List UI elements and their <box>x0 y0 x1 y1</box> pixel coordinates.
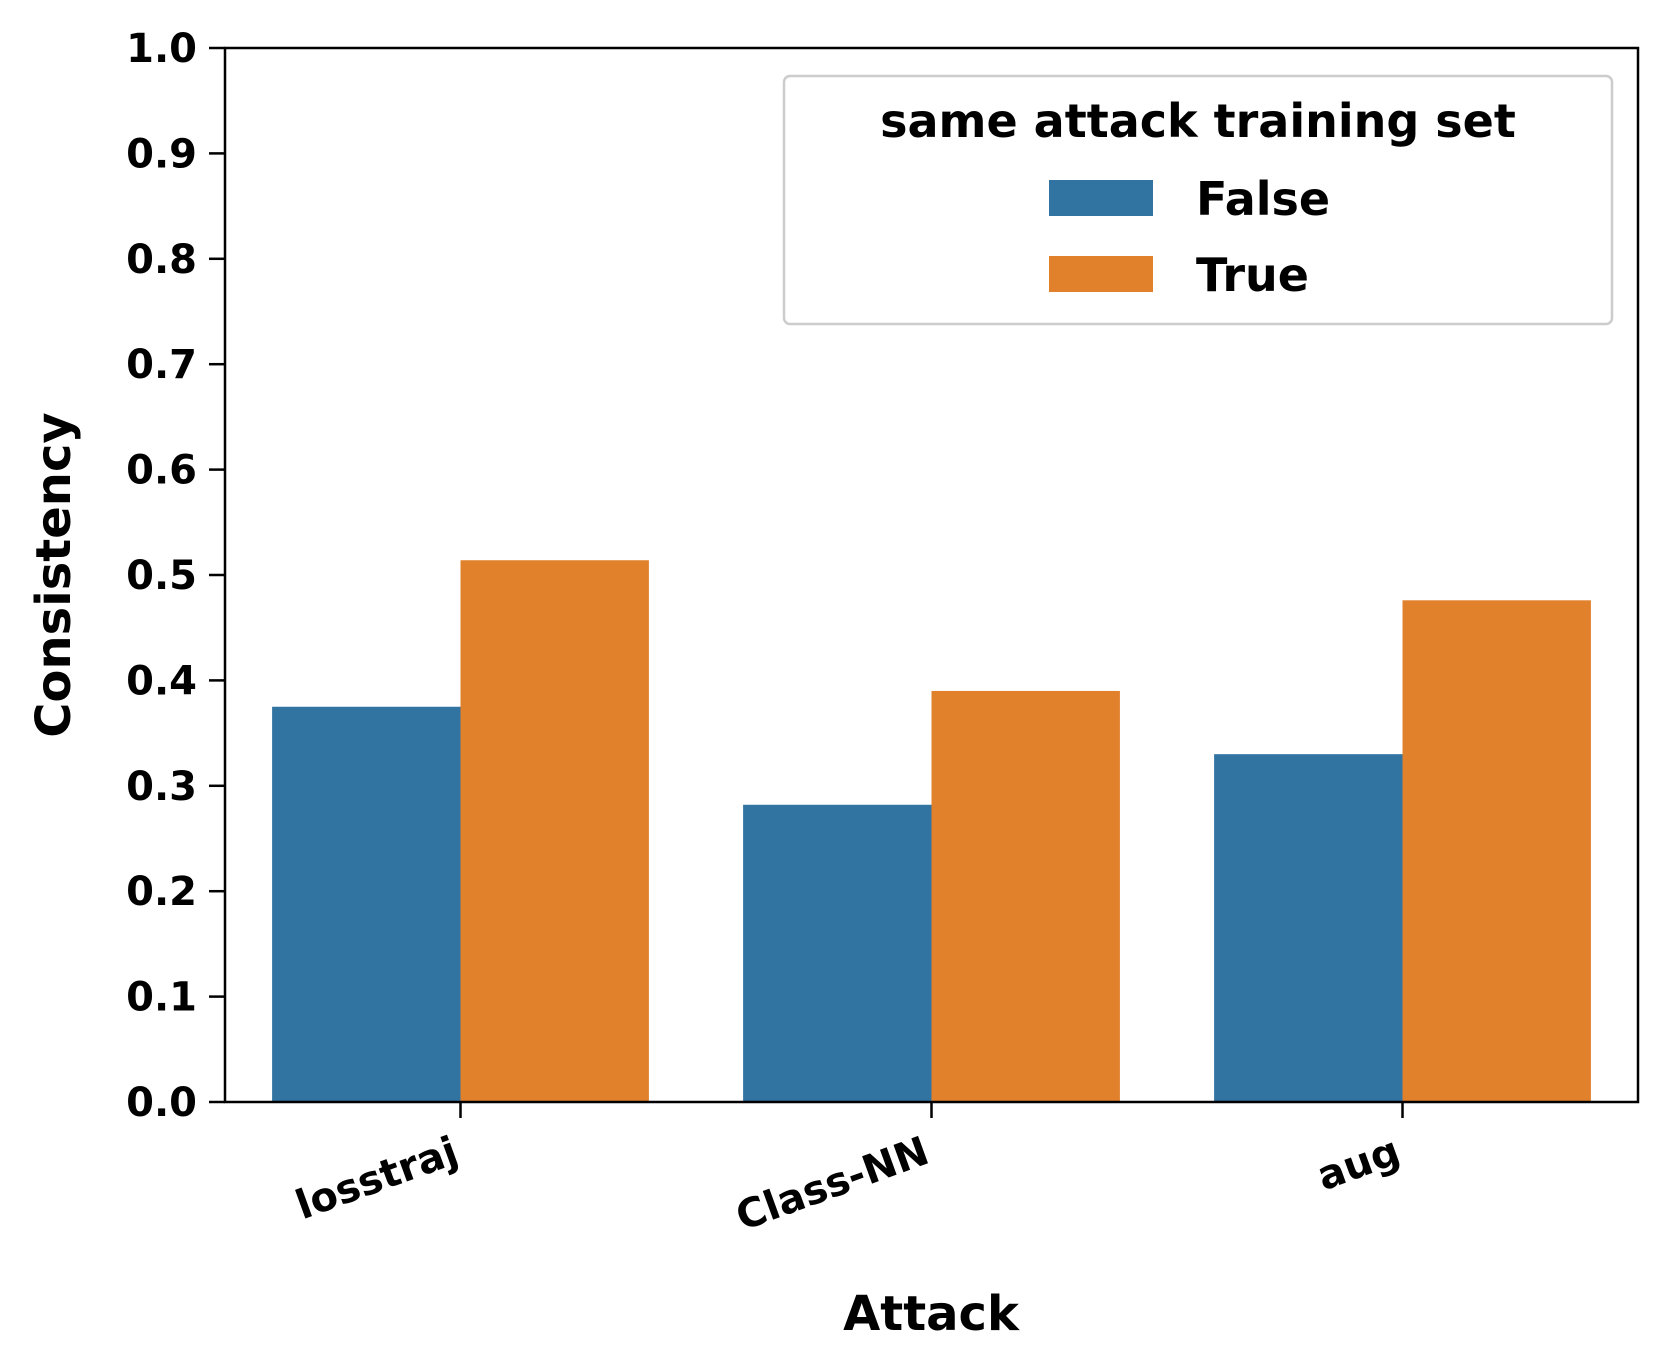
bars-group <box>272 560 1591 1102</box>
legend-swatch-true <box>1049 256 1153 292</box>
y-tick-label: 0.8 <box>126 237 197 283</box>
y-tick-label: 0.3 <box>126 764 197 810</box>
legend-label-false: False <box>1196 172 1330 226</box>
x-tick-label: aug <box>1311 1128 1406 1200</box>
y-tick-label: 0.5 <box>126 553 197 599</box>
y-axis: 0.0 0.1 0.2 0.3 0.4 0.5 0.6 0.7 0.8 0.9 1.0 <box>126 26 225 1126</box>
bar-losstraj-True <box>460 560 649 1102</box>
y-tick-label: 0.9 <box>126 131 197 177</box>
bar-aug-False <box>1214 754 1403 1102</box>
y-tick-label: 0.0 <box>126 1080 197 1126</box>
x-axis: losstraj Class-NN aug <box>290 1102 1406 1240</box>
x-tick-label: Class-NN <box>730 1128 935 1240</box>
x-axis-title: Attack <box>843 1286 1020 1342</box>
y-tick-label: 0.6 <box>126 448 197 494</box>
y-tick-label: 0.7 <box>126 342 197 388</box>
legend-title: same attack training set <box>880 94 1516 148</box>
legend-swatch-false <box>1049 180 1153 216</box>
bar-Class-NN-True <box>931 690 1120 1102</box>
bar-Class-NN-False <box>743 804 932 1102</box>
y-tick-label: 0.4 <box>126 658 197 704</box>
legend-label-true: True <box>1196 248 1309 302</box>
y-tick-label: 0.2 <box>126 869 197 915</box>
legend-frame <box>782 74 1614 326</box>
bar-aug-True <box>1402 600 1591 1102</box>
legend: same attack training set False True <box>782 74 1614 326</box>
y-axis-title: Consistency <box>26 412 82 737</box>
y-tick-label: 0.1 <box>126 975 197 1021</box>
bar-losstraj-False <box>272 706 461 1102</box>
y-tick-label: 1.0 <box>126 26 197 72</box>
x-tick-label: losstraj <box>290 1128 464 1229</box>
